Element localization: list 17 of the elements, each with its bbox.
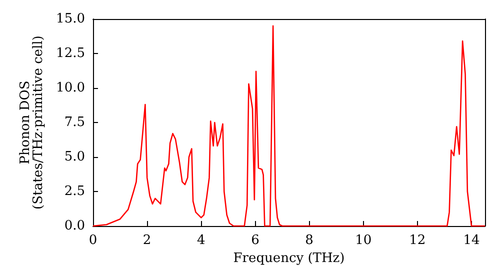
y-axis-title: Phonon DOS (States/THz·primitive cell) bbox=[18, 35, 46, 210]
x-tick-label: 0 bbox=[88, 233, 98, 248]
y-tick-label: 2.5 bbox=[64, 184, 85, 199]
x-tick-label: 8 bbox=[305, 233, 314, 248]
x-tick-label: 14 bbox=[463, 233, 480, 248]
x-tick-label: 6 bbox=[251, 233, 260, 248]
x-tick-label: 10 bbox=[355, 233, 372, 248]
x-axis-title: Frequency (THz) bbox=[233, 250, 345, 266]
x-tick-label: 4 bbox=[196, 233, 206, 248]
x-tick-label: 12 bbox=[409, 233, 426, 248]
y-tick-label: 10.0 bbox=[56, 80, 85, 96]
y-tick-label: 15.0 bbox=[56, 12, 85, 26]
y-tick-label: 12.5 bbox=[56, 46, 85, 61]
y-tick-label: 5.0 bbox=[64, 150, 85, 164]
y-tick-label: 7.5 bbox=[64, 115, 85, 130]
y-tick-label: 0.0 bbox=[64, 218, 85, 234]
x-tick-label: 2 bbox=[142, 233, 152, 248]
